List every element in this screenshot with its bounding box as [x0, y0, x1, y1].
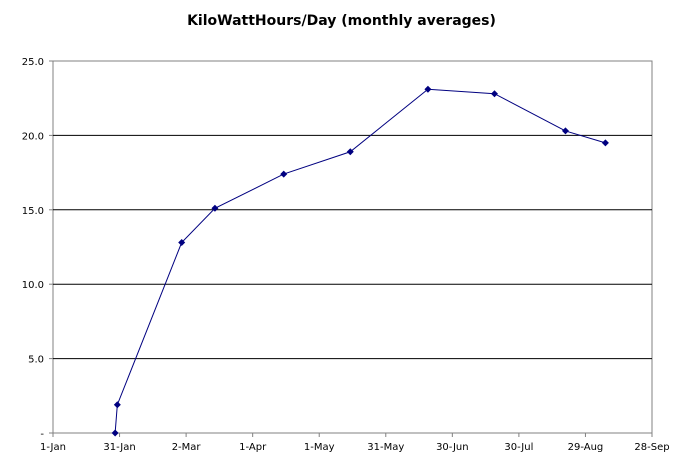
y-tick-label: 20.0 — [22, 131, 44, 142]
x-tick-label: 1-May — [304, 442, 335, 453]
x-tick-label: 30-Jul — [504, 442, 533, 453]
y-tick-label: - — [40, 429, 44, 440]
x-tick-label: 1-Apr — [239, 442, 267, 453]
series-group — [111, 85, 609, 437]
data-point — [346, 148, 354, 156]
chart-title: KiloWattHours/Day (monthly averages) — [187, 13, 496, 29]
data-point — [211, 204, 219, 212]
x-tick-label: 2-Mar — [172, 442, 202, 453]
x-axis: 1-Jan 31-Jan 2-Mar 1-Apr 1-May 31-May 30-Jun 30… — [40, 433, 670, 453]
data-point — [601, 139, 609, 147]
x-tick-label: 1-Jan — [40, 442, 66, 453]
data-point — [280, 170, 288, 178]
data-point — [111, 429, 119, 437]
gridlines — [53, 134, 652, 360]
x-tick-label: 29-Aug — [568, 442, 604, 453]
series-line — [114, 88, 606, 434]
data-point — [424, 85, 432, 93]
data-point — [490, 90, 498, 98]
data-point — [178, 239, 186, 247]
y-tick-label: 15.0 — [22, 206, 44, 217]
x-tick-label: 28-Sep — [634, 442, 669, 453]
x-tick-label: 30-Jun — [436, 442, 469, 453]
y-tick-label: 25.0 — [22, 57, 44, 68]
x-tick-label: 31-Jan — [103, 442, 135, 453]
x-tick-label: 31-May — [367, 442, 404, 453]
y-axis: - 5.0 10.0 15.0 20.0 25.0 — [22, 57, 53, 440]
data-point — [113, 401, 121, 409]
y-tick-label: 5.0 — [28, 355, 44, 366]
y-tick-label: 10.0 — [22, 280, 44, 291]
plot-area — [52, 60, 653, 434]
data-point — [561, 127, 569, 135]
